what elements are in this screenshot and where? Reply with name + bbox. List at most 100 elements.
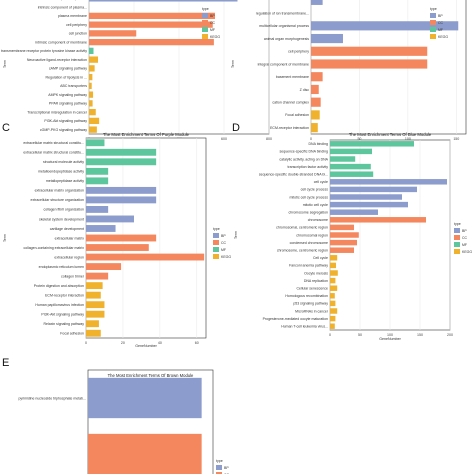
x-tick-label: 0: [310, 137, 312, 141]
chart-panel-a: 0200400600800developmental processintrin…: [1, 0, 272, 153]
y-tick-label: ABC transporters: [60, 84, 87, 88]
legend-swatch: [202, 34, 208, 39]
bar-bp: [330, 209, 378, 215]
bar-kegg: [89, 82, 92, 90]
y-tick-label: cell junction: [69, 32, 87, 36]
y-tick-label: transcription factor activity: [288, 165, 329, 169]
y-tick-label: PI3K-Akt signaling pathway: [44, 119, 87, 123]
bar-kegg: [330, 300, 336, 307]
bar-cc: [88, 433, 202, 474]
legend-title: type: [454, 222, 461, 226]
bar-kegg: [311, 123, 318, 133]
y-tick-label: structural molecule activity: [43, 160, 84, 164]
bar-cc: [89, 38, 214, 46]
y-tick-label: cell cycle process: [301, 188, 329, 192]
y-tick-label: Oocyte meiosis: [304, 271, 328, 275]
y-tick-label: sequence-specific double-stranded DNA bi…: [259, 173, 328, 177]
bar-mf: [89, 47, 94, 55]
bar-mf: [330, 148, 372, 155]
bar-kegg: [86, 291, 101, 299]
bar-mf: [86, 167, 109, 175]
legend-swatch: [454, 242, 460, 247]
legend-swatch: [430, 34, 436, 39]
legend-label: CC: [462, 236, 468, 240]
y-tick-label: Cell cycle: [313, 256, 328, 260]
y-tick-label: chromosomal region: [296, 233, 328, 237]
chart-panel-d: 0 50 100 150 200 DNA binding sequence-specific…: [232, 122, 472, 341]
legend-swatch: [202, 27, 208, 32]
y-tick-label: basement membrane: [276, 75, 309, 79]
x-tick-label: 150: [417, 333, 423, 337]
bar-kegg: [89, 91, 94, 98]
bar-mf: [330, 141, 414, 147]
y-axis-label: Term: [3, 60, 7, 68]
legend-label: KEGG: [462, 250, 472, 254]
y-tick-label: Cellular senescence: [296, 287, 328, 291]
y-tick-label: chromosome segregation: [289, 211, 329, 215]
y-tick-label: plasma membrane: [58, 14, 87, 18]
bar-mf: [86, 148, 157, 156]
bar-cc: [311, 84, 319, 95]
bar-kegg: [330, 262, 336, 269]
bar-kegg: [330, 323, 335, 329]
x-axis-label: GeneNumber: [379, 337, 401, 341]
panel-letter: D: [232, 122, 240, 134]
bar-kegg: [86, 310, 105, 318]
bar-cc: [89, 21, 213, 28]
bar-cc: [311, 72, 323, 82]
bar-cc: [89, 30, 137, 37]
legend-swatch: [202, 13, 208, 18]
bar-cc: [86, 272, 109, 280]
bar-kegg: [330, 277, 336, 284]
bar-mf: [86, 177, 109, 185]
y-tick-label: Neuroactive ligand-receptor interaction: [27, 58, 87, 62]
bar-bp: [86, 186, 157, 194]
y-tick-label: extracellular structure organization: [31, 198, 85, 202]
chart-panel-c: 0 20 40 60 extracellular matrix structural c…: [2, 122, 231, 348]
y-tick-label: collagen trimer: [61, 274, 85, 278]
bar-kegg: [330, 285, 338, 291]
y-tick-label: skeletal system development: [39, 217, 84, 221]
legend-swatch: [213, 247, 219, 252]
y-tick-label: condensed chromosome: [290, 241, 328, 245]
y-tick-label: Transcriptional misregulation in cancer: [27, 110, 88, 114]
y-tick-label: Focal adhesion: [60, 332, 84, 336]
y-tick-label: Homologous recombination: [285, 294, 328, 298]
y-tick-label: Human T-cell leukemia virus...: [281, 325, 328, 329]
legend-swatch: [430, 13, 436, 18]
legend-label: CC: [210, 21, 216, 25]
y-tick-label: ECM-receptor interaction: [45, 293, 84, 297]
bar-kegg: [311, 110, 320, 120]
bar-cc: [330, 247, 354, 253]
legend-label: KEGG: [221, 255, 231, 259]
legend-label: BP: [221, 234, 226, 238]
x-tick-label: 100: [387, 333, 393, 337]
legend-label: MF: [438, 28, 443, 32]
bar-cc: [330, 224, 354, 231]
y-tick-label: Focal adhesion: [285, 113, 309, 117]
bar-bp: [89, 0, 238, 2]
legend-swatch: [213, 240, 219, 245]
legend-title: type: [430, 7, 437, 11]
bar-cc: [330, 217, 426, 223]
bar-bp: [330, 179, 447, 185]
y-tick-label: extracellular region: [54, 255, 84, 259]
panel-letter: E: [2, 357, 9, 369]
legend-swatch: [216, 472, 222, 474]
x-tick-label: 20: [121, 341, 125, 345]
bar-bp: [88, 377, 202, 419]
y-tick-label: regulation of ion transmembrane...: [256, 11, 309, 15]
x-tick-label: 50: [357, 137, 361, 141]
y-tick-label: cation channel complex: [272, 100, 309, 104]
legend-label: BP: [210, 14, 215, 18]
bar-kegg: [89, 56, 98, 63]
bar-mf: [330, 163, 371, 170]
y-tick-label: animal organ morphogenesis: [264, 37, 309, 41]
bar-kegg: [89, 117, 100, 125]
y-tick-label: extracellular matrix structural constitu…: [23, 151, 84, 155]
y-tick-label: chromosome: [308, 218, 328, 222]
y-tick-label: Relaxin signaling pathway: [44, 322, 85, 326]
legend-swatch: [213, 254, 219, 259]
bar-bp: [330, 194, 402, 200]
bar-kegg: [330, 315, 336, 322]
